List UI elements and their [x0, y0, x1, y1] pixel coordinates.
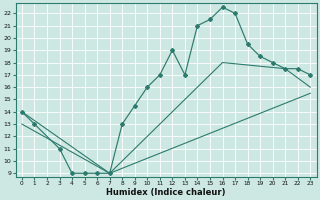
X-axis label: Humidex (Indice chaleur): Humidex (Indice chaleur): [106, 188, 226, 197]
